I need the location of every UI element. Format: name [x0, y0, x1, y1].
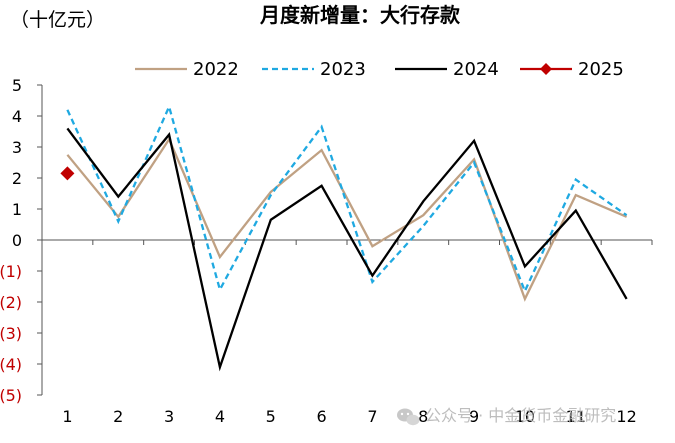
series-2024 [66, 127, 628, 372]
legend-label: 2022 [193, 59, 239, 80]
x-tick-label: 4 [215, 407, 225, 426]
y-tick-label: 5 [12, 76, 22, 95]
legend-item-2022: 2022 [135, 59, 239, 80]
x-tick-label: 9 [469, 407, 479, 426]
x-tick-label: 5 [266, 407, 276, 426]
unit-label: （十亿元） [10, 9, 105, 31]
y-tick-label: (4) [0, 355, 22, 374]
series-2025 [60, 166, 75, 181]
y-tick-label: 3 [12, 138, 22, 157]
x-tick-label: 3 [164, 407, 174, 426]
legend-label: 2025 [578, 59, 624, 80]
y-tick-label: 2 [12, 169, 22, 188]
legend: 2022 2023 2024 2025 [135, 59, 624, 80]
legend-item-2025: 2025 [520, 59, 624, 80]
y-tick-label: (3) [0, 324, 22, 343]
series-2024-line [66, 127, 628, 372]
wechat-icon [397, 408, 420, 426]
legend-label: 2024 [453, 59, 499, 80]
watermark: 公众号 · 中金货币金融研究 [397, 406, 616, 426]
series-2023 [66, 103, 628, 295]
series-2022 [66, 136, 628, 302]
x-tick-label: 10 [515, 407, 535, 426]
x-axis: 1 2 3 4 5 6 7 8 9 10 11 12 [41, 239, 653, 426]
x-tick-label: 7 [367, 407, 377, 426]
series-2023-line [66, 103, 628, 295]
y-tick-label: (2) [0, 293, 22, 312]
x-tick-label: 6 [316, 407, 326, 426]
series-2022-line [66, 136, 628, 302]
x-tick-label: 12 [616, 407, 636, 426]
x-tick-label: 8 [418, 407, 428, 426]
plot-area [60, 103, 628, 372]
y-tick-label: (5) [0, 386, 22, 405]
y-tick-label: 4 [12, 107, 22, 126]
legend-label: 2023 [320, 59, 366, 80]
y-tick-label: 0 [12, 231, 22, 250]
chart-title: 月度新增量：大行存款 [259, 3, 461, 27]
x-tick-label: 11 [566, 407, 586, 426]
watermark-text: 公众号 · 中金货币金融研究 [425, 406, 616, 425]
y-tick-label: (1) [0, 262, 22, 281]
series-2025-point [60, 166, 75, 181]
legend-item-2023: 2023 [262, 59, 366, 80]
x-tick-label: 2 [113, 407, 123, 426]
legend-item-2024: 2024 [395, 59, 499, 80]
y-axis: 5 4 3 2 1 0 (1) (2) (3) (4) (5) [0, 76, 43, 405]
y-tick-label: 1 [12, 200, 22, 219]
x-tick-label: 1 [62, 407, 72, 426]
legend-marker [540, 63, 552, 75]
